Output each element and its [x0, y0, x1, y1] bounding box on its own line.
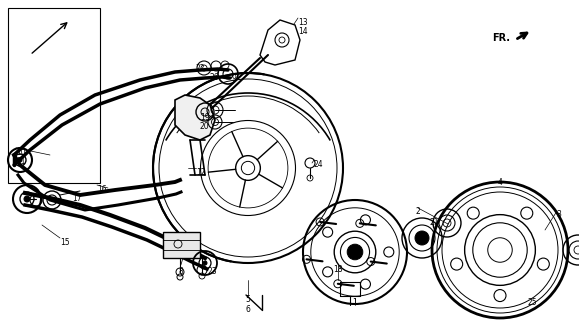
Text: 21: 21 [430, 218, 439, 227]
Text: 13: 13 [298, 18, 307, 27]
Circle shape [347, 244, 363, 260]
Text: 16: 16 [97, 185, 107, 194]
Text: 11: 11 [16, 157, 25, 166]
Text: 18: 18 [334, 265, 343, 274]
Text: 8: 8 [179, 267, 184, 276]
Text: 6: 6 [245, 305, 251, 314]
Text: 2: 2 [416, 207, 421, 216]
Circle shape [203, 261, 207, 265]
Text: 3: 3 [556, 210, 561, 219]
Text: 14: 14 [298, 27, 307, 36]
Polygon shape [163, 232, 200, 258]
Text: 26: 26 [210, 73, 219, 82]
Text: 4: 4 [497, 178, 503, 187]
Bar [8, 8, 100, 183]
Text: 15: 15 [60, 238, 69, 247]
Text: 20: 20 [200, 122, 210, 131]
Text: 10: 10 [16, 148, 25, 157]
Circle shape [24, 196, 30, 202]
Text: 9: 9 [232, 74, 237, 83]
Text: 19: 19 [200, 113, 210, 122]
Text: 22: 22 [195, 64, 204, 73]
Text: 5: 5 [245, 295, 251, 304]
Polygon shape [260, 20, 300, 65]
Text: 12: 12 [196, 168, 206, 177]
Polygon shape [175, 95, 215, 140]
Text: 25: 25 [527, 298, 537, 307]
Circle shape [415, 231, 429, 245]
Text: 23: 23 [208, 267, 218, 276]
Text: 17: 17 [72, 194, 82, 203]
Text: 24: 24 [314, 160, 324, 169]
Text: 1: 1 [353, 298, 357, 307]
Text: FR.: FR. [492, 33, 510, 43]
Circle shape [18, 158, 22, 162]
Text: 7: 7 [178, 258, 184, 267]
